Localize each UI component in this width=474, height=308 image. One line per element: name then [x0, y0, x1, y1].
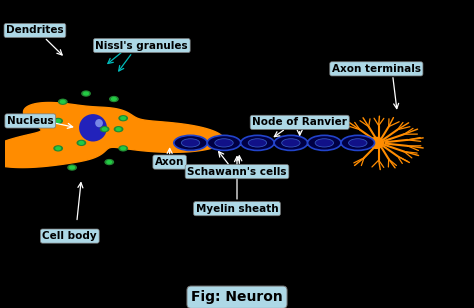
Ellipse shape	[308, 135, 341, 150]
Circle shape	[61, 100, 65, 103]
Circle shape	[84, 92, 88, 95]
Circle shape	[111, 98, 116, 100]
Ellipse shape	[182, 139, 200, 147]
Ellipse shape	[174, 135, 207, 150]
Circle shape	[119, 116, 128, 121]
Ellipse shape	[341, 135, 374, 150]
Circle shape	[102, 128, 107, 131]
Ellipse shape	[215, 139, 233, 147]
Text: Myelin sheath: Myelin sheath	[196, 204, 278, 214]
Text: Axon: Axon	[155, 157, 184, 167]
Circle shape	[100, 127, 109, 132]
Ellipse shape	[95, 119, 103, 127]
Circle shape	[82, 91, 90, 96]
Text: Cell body: Cell body	[43, 231, 97, 241]
Circle shape	[54, 146, 63, 151]
Ellipse shape	[79, 114, 107, 141]
Ellipse shape	[315, 139, 334, 147]
Circle shape	[109, 96, 118, 102]
Circle shape	[59, 99, 67, 104]
Polygon shape	[0, 103, 224, 168]
Circle shape	[79, 141, 84, 144]
Text: Fig: Neuron: Fig: Neuron	[191, 290, 283, 304]
Ellipse shape	[282, 139, 300, 147]
Ellipse shape	[274, 135, 308, 150]
Circle shape	[68, 165, 76, 170]
Text: Schawann's cells: Schawann's cells	[187, 167, 287, 177]
Text: Axon terminals: Axon terminals	[332, 64, 421, 74]
Text: Nissl's granules: Nissl's granules	[95, 41, 188, 51]
Text: Nucleus: Nucleus	[7, 116, 54, 126]
Ellipse shape	[241, 135, 274, 150]
Ellipse shape	[248, 139, 267, 147]
Circle shape	[121, 147, 126, 150]
Text: Dendrites: Dendrites	[6, 26, 64, 35]
Circle shape	[114, 127, 123, 132]
Ellipse shape	[348, 139, 367, 147]
Ellipse shape	[207, 135, 241, 150]
Circle shape	[54, 119, 63, 124]
Circle shape	[77, 140, 86, 145]
Circle shape	[70, 166, 74, 169]
Circle shape	[116, 128, 121, 131]
Circle shape	[56, 147, 61, 150]
Circle shape	[107, 161, 111, 164]
Ellipse shape	[368, 137, 384, 149]
Circle shape	[105, 160, 113, 164]
Circle shape	[119, 146, 128, 151]
Circle shape	[121, 117, 126, 120]
Text: Node of Ranvier: Node of Ranvier	[252, 117, 347, 127]
Circle shape	[56, 120, 61, 122]
